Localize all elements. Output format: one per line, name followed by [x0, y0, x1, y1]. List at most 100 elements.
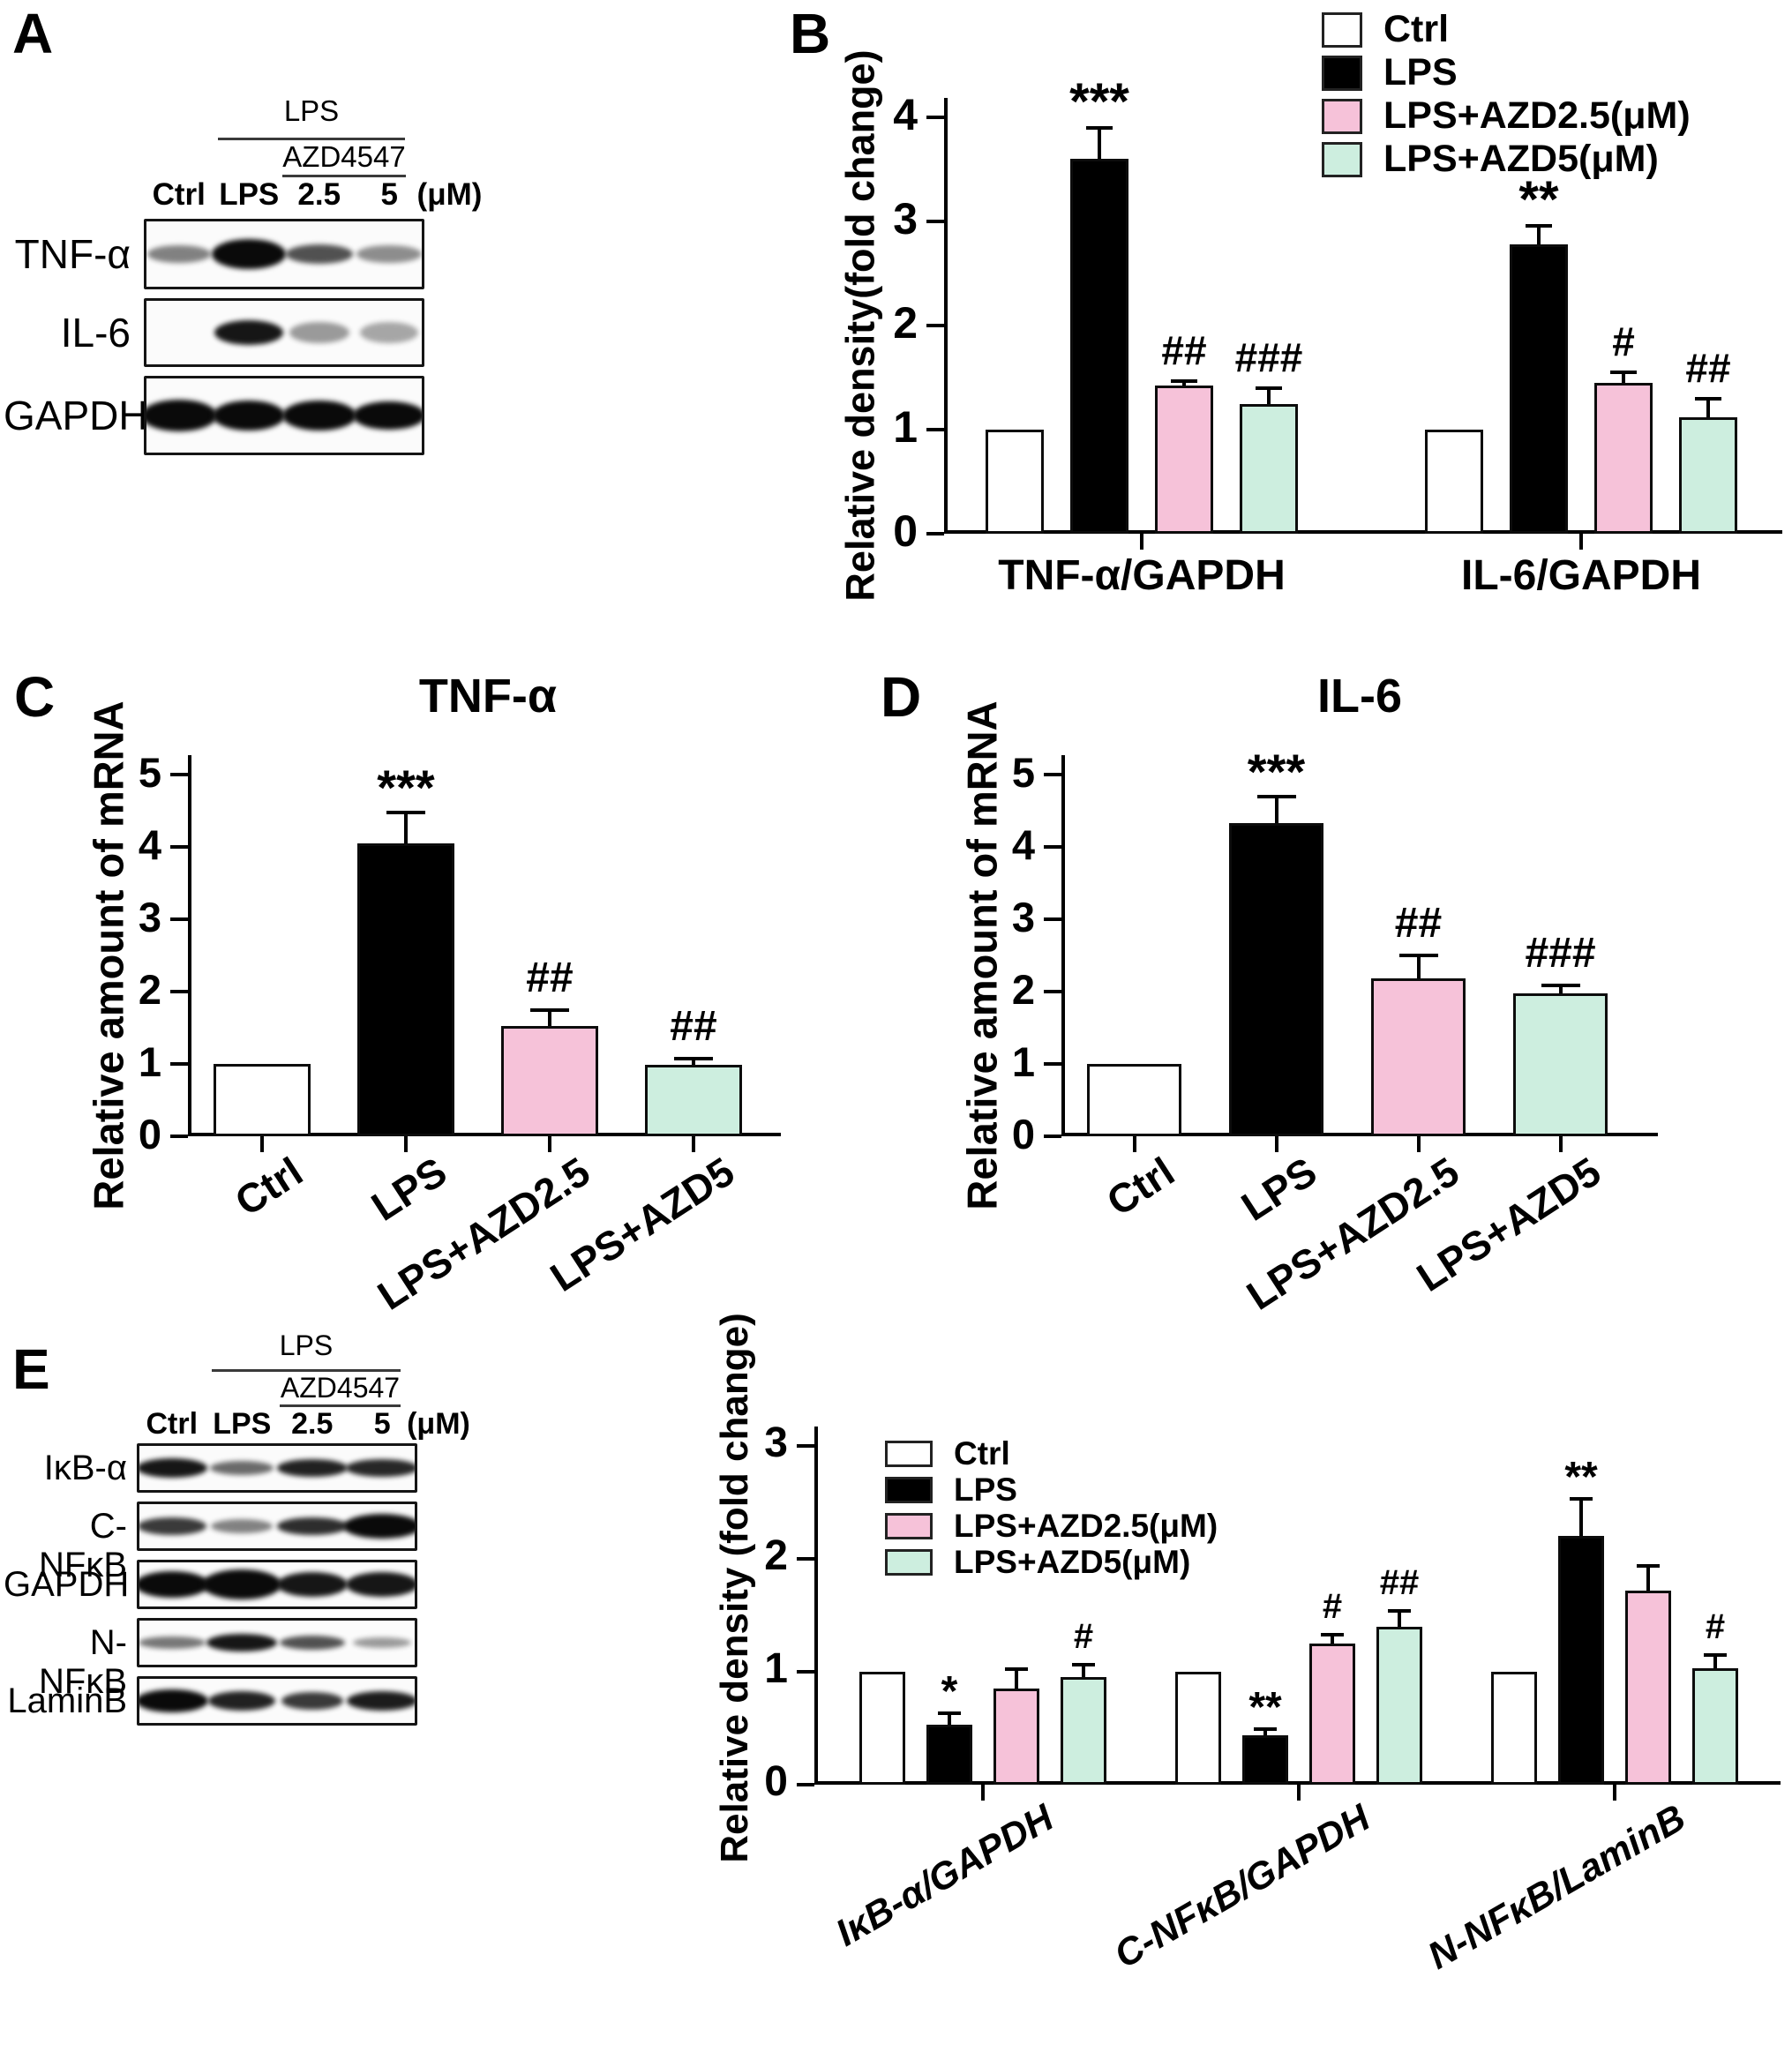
significance-label: ###: [1234, 333, 1303, 380]
y-tick: [170, 990, 188, 993]
blot-band: [276, 1459, 348, 1477]
blot-band: [276, 1517, 348, 1535]
treatment-header-azd4547-underline: [282, 175, 406, 177]
bar: [1175, 1672, 1221, 1785]
x-group-tick: [1558, 1136, 1563, 1152]
x-category-label: IL-6/GAPDH: [1460, 552, 1701, 599]
bar: [1242, 1734, 1288, 1785]
y-tick-label: 4: [1011, 820, 1035, 868]
bar: [1309, 1644, 1355, 1785]
bar: [1491, 1672, 1537, 1785]
lane-unit-label: (μM): [407, 1407, 470, 1441]
y-tick-label: 1: [138, 1037, 161, 1085]
y-tick-label: 0: [764, 1758, 788, 1806]
error-bar-cap: [674, 1057, 713, 1061]
bar: [1376, 1626, 1422, 1785]
lane-unit-label: (μM): [416, 177, 483, 212]
x-group-tick: [981, 1785, 985, 1801]
blot-row-label: GAPDH: [4, 392, 148, 438]
blot-box: [137, 1618, 417, 1667]
x-group-tick: [1132, 1136, 1136, 1152]
legend-label: LPS+AZD2.5(μM): [1383, 94, 1691, 138]
blot-row-label: IκB-α: [43, 1449, 127, 1487]
bar: [357, 843, 454, 1136]
y-tick: [926, 532, 944, 535]
blot-box: [144, 298, 424, 367]
y-tick: [797, 1670, 814, 1674]
bar: [1594, 382, 1653, 534]
y-tick: [1044, 845, 1061, 849]
error-bar-cap: [1321, 1632, 1344, 1636]
legend-label: LPS+AZD5(μM): [1383, 138, 1659, 181]
x-axis: [188, 1133, 781, 1136]
blot-row-label: TNF-α: [14, 230, 131, 277]
blot-row-label: C-NFκB: [39, 1507, 127, 1584]
legend-swatch-lps: [885, 1477, 933, 1503]
x-category-label: IκB-α/GAPDH: [829, 1796, 1061, 1955]
error-bar-cap: [938, 1711, 961, 1716]
blot-band: [343, 1514, 415, 1539]
y-tick-label: 2: [893, 298, 918, 348]
blot-band: [202, 1569, 282, 1599]
y-tick-label: 3: [764, 1419, 788, 1467]
error-bar-line: [1274, 796, 1278, 826]
y-tick-label: 2: [764, 1532, 788, 1580]
significance-label: *: [941, 1668, 958, 1716]
y-tick-label: 4: [893, 90, 918, 139]
error-bar-line: [1622, 372, 1625, 386]
bar: [1513, 993, 1608, 1136]
blot-band: [346, 1572, 415, 1597]
y-tick: [926, 428, 944, 431]
panel-d-bar-chart: 0 1 2 3 4 5 Ctrl *** LPS ## LPS+AZD2.5 ### LPS+AZD5: [874, 662, 1792, 1323]
lane-label: Ctrl: [146, 1407, 199, 1441]
y-tick-label: 1: [764, 1645, 788, 1693]
x-group-tick: [1579, 534, 1583, 550]
lane-label: LPS: [219, 177, 280, 212]
legend-swatch-lps_azd5: [1322, 142, 1362, 177]
x-group-tick: [692, 1136, 695, 1152]
x-group-tick: [1297, 1785, 1301, 1801]
x-axis: [944, 530, 1782, 534]
panel-c-letter: C: [14, 665, 56, 729]
x-category-label: LPS: [363, 1148, 454, 1230]
legend-swatch-ctrl: [885, 1441, 933, 1467]
blot-band: [139, 1636, 206, 1649]
error-bar-cap: [1541, 983, 1580, 987]
y-tick: [170, 845, 188, 849]
y-tick-label: 4: [138, 820, 161, 868]
blot-band: [214, 320, 284, 345]
lane-label: 5: [373, 1407, 391, 1441]
bar: [1155, 386, 1213, 534]
x-group-tick: [1416, 1136, 1421, 1152]
x-category-label: C-NFκB/GAPDH: [1106, 1796, 1377, 1977]
error-bar-cap: [1610, 371, 1637, 375]
error-bar-line: [1098, 127, 1101, 162]
panel-e-letter: E: [12, 1337, 50, 1401]
blot-band: [289, 322, 349, 343]
lane-label: 2.5: [297, 177, 341, 212]
y-tick-label: 2: [138, 965, 161, 1013]
blot-band: [139, 1571, 209, 1598]
panel-c-bar-chart: 0 1 2 3 4 5 Ctrl *** LPS ## LPS+AZD2.5 ## LPS+AZD5: [0, 662, 874, 1323]
bar: [1692, 1668, 1738, 1785]
legend-label: LPS+AZD5(μM): [954, 1543, 1191, 1580]
error-bar-cap: [1398, 954, 1438, 957]
significance-label: ***: [1069, 72, 1129, 131]
blot-band: [353, 401, 422, 430]
y-tick: [926, 324, 944, 327]
blot-band: [281, 1692, 343, 1710]
bar: [645, 1064, 742, 1136]
y-tick-label: 3: [1011, 893, 1035, 940]
y-tick-label: 2: [1011, 965, 1035, 1013]
blot-band: [279, 1636, 345, 1650]
blot-band: [356, 245, 422, 263]
blot-band: [353, 1637, 412, 1648]
panel-d-letter: D: [881, 665, 922, 729]
x-axis: [814, 1781, 1781, 1785]
blot-band: [213, 401, 286, 431]
plot-area: 0 1 2 3 * # IκB-α/GAPDH ** # ## C-NFκB/GAPDH ** # N-N…: [764, 1420, 1781, 1978]
x-group-tick: [1140, 534, 1143, 550]
blot-band: [146, 400, 217, 431]
y-tick: [797, 1557, 814, 1561]
legend-label: LPS+AZD2.5(μM): [954, 1507, 1218, 1544]
